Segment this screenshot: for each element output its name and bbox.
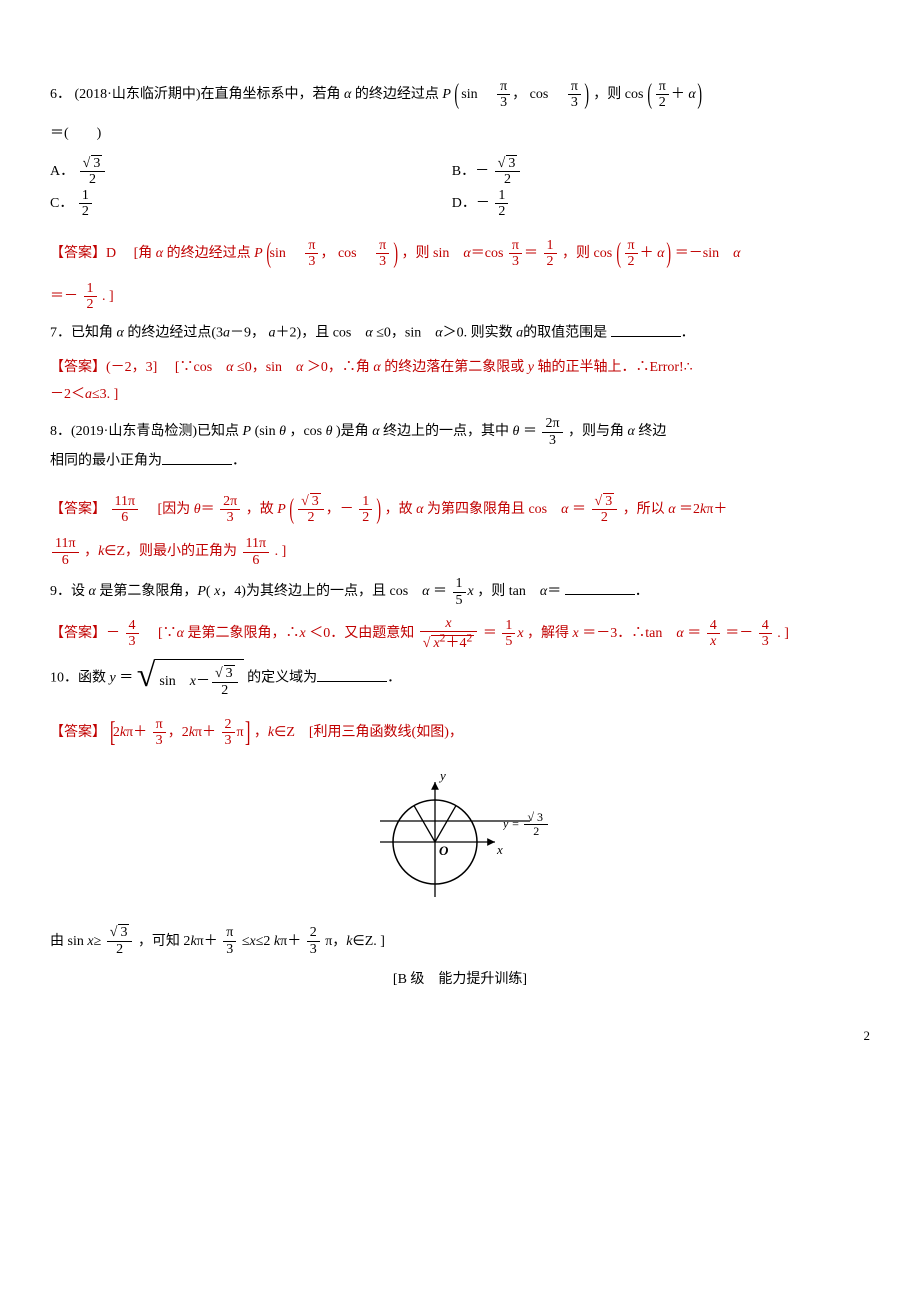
question-6: 6． (2018·山东临沂期中)在直角坐标系中，若角 α 的终边经过点 P ( … <box>50 68 870 148</box>
question-9: 9．设 α 是第二象限角，P( x，4)为其终边上的一点，且 cos α ＝ 1… <box>50 576 870 608</box>
blank-input <box>611 320 681 336</box>
unit-circle-figure: y x O y = 32 <box>365 767 555 917</box>
blank-input <box>162 448 232 464</box>
question-7: 7．已知角 α 的终边经过点(3a－9， a＋2)，且 cos α ≤0，sin… <box>50 320 870 347</box>
q6-opt-D: D．－ 12 <box>452 188 854 220</box>
pi-over-3: π3 <box>497 79 510 111</box>
svg-text:O: O <box>439 843 449 858</box>
blank-input <box>317 666 387 682</box>
q6-opt-B: B．－ 32 <box>452 156 854 188</box>
paren-left-icon: ( <box>455 68 460 121</box>
q7-answer: 【答案】(－2，3] [∵cos α ≤0，sin α ＞0，∴角 α 的终边落… <box>50 355 870 408</box>
q6-opt-A: A． 32 <box>50 156 452 188</box>
svg-text:y: y <box>438 768 446 783</box>
P: P <box>442 87 451 102</box>
question-10: 10．函数 y ＝ sin x－32 的定义域为． <box>50 659 870 698</box>
svg-text:x: x <box>496 842 503 857</box>
page-number: 2 <box>50 1024 870 1049</box>
q6-opt-C: C． 12 <box>50 188 452 220</box>
q6-answer: 【答案】D [角 α 的终边经过点 P (sin π3， cos π3 ) ，则… <box>50 227 870 312</box>
section-b-header: [B 级 能力提升训练] <box>50 967 870 994</box>
q6-num: 6． <box>50 87 71 102</box>
alpha: α <box>344 87 351 102</box>
q9-answer: 【答案】－ 43 [∵α 是第二象限角，∴x ＜0．又由题意知 xx2＋42 ＝… <box>50 616 870 651</box>
q6-src: (2018·山东临沂期中)在直角坐标系中，若角 <box>75 87 345 102</box>
q10-answer: 【答案】 [2kπ＋ π3，2kπ＋ 23π ] ，k∈Z [利用三角函数线(如… <box>50 706 870 759</box>
q10-answer-line3: 由 sin x≥ 32 ，可知 2kπ＋ π3 ≤x≤2 kπ＋ 23 π，k∈… <box>50 925 870 957</box>
q8-answer: 【答案】 11π6 [因为 θ＝ 2π3 ，故 P ( 32，－ 12 ) ，故… <box>50 483 870 568</box>
q6-options: A． 32 B．－ 32 C． 12 D．－ 12 <box>50 156 870 220</box>
blank-input <box>565 579 635 595</box>
paren-right-icon: ) <box>585 68 590 121</box>
question-8: 8．(2019·山东青岛检测)已知点 P (sin θ ，cos θ )是角 α… <box>50 416 870 475</box>
sqrt-icon: sin x－32 <box>137 659 244 698</box>
